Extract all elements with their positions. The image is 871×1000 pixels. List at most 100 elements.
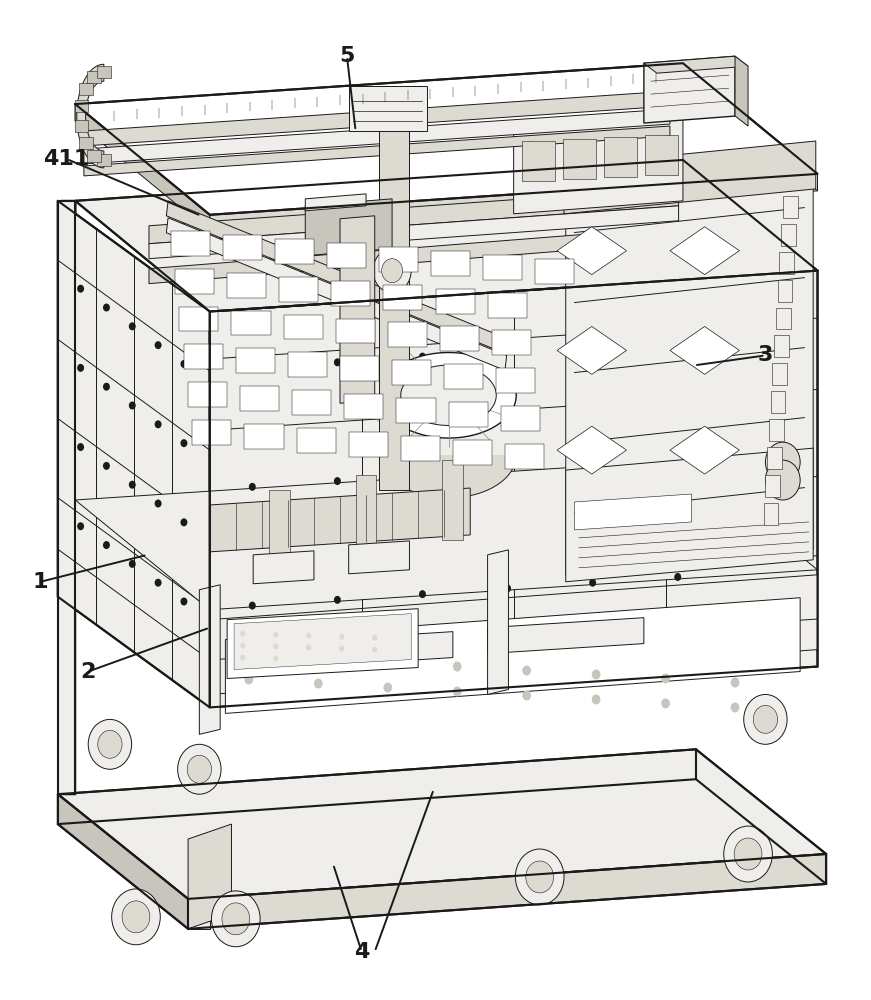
Circle shape <box>78 285 84 293</box>
Polygon shape <box>431 251 470 276</box>
Circle shape <box>78 443 84 451</box>
Circle shape <box>240 655 246 661</box>
Circle shape <box>381 259 402 283</box>
Circle shape <box>129 322 136 330</box>
Polygon shape <box>488 293 527 318</box>
Polygon shape <box>781 224 796 246</box>
Polygon shape <box>166 218 507 370</box>
Polygon shape <box>370 104 418 119</box>
Polygon shape <box>383 285 422 310</box>
Polygon shape <box>223 235 262 260</box>
Circle shape <box>249 364 256 372</box>
Polygon shape <box>773 363 787 385</box>
Polygon shape <box>79 137 93 149</box>
Circle shape <box>661 674 670 683</box>
Polygon shape <box>297 428 335 453</box>
Polygon shape <box>57 749 827 899</box>
Polygon shape <box>149 234 591 284</box>
Polygon shape <box>284 315 322 339</box>
Polygon shape <box>449 402 488 427</box>
Circle shape <box>111 889 160 945</box>
Polygon shape <box>442 460 463 540</box>
Polygon shape <box>188 382 227 407</box>
Circle shape <box>180 439 187 447</box>
Circle shape <box>314 654 322 664</box>
Polygon shape <box>84 91 670 146</box>
Polygon shape <box>505 444 544 469</box>
Circle shape <box>103 383 110 391</box>
Polygon shape <box>769 419 784 441</box>
Polygon shape <box>780 252 794 274</box>
Polygon shape <box>492 330 531 355</box>
Polygon shape <box>557 227 626 275</box>
Polygon shape <box>175 269 214 294</box>
Polygon shape <box>453 440 492 465</box>
Polygon shape <box>348 541 409 574</box>
Circle shape <box>245 675 253 684</box>
Polygon shape <box>388 322 427 347</box>
Circle shape <box>526 861 554 893</box>
Circle shape <box>339 634 344 640</box>
Circle shape <box>314 679 322 688</box>
Polygon shape <box>574 494 692 530</box>
Circle shape <box>103 541 110 549</box>
Polygon shape <box>226 598 800 713</box>
Circle shape <box>249 483 256 491</box>
Circle shape <box>589 579 596 587</box>
Polygon shape <box>381 412 517 498</box>
Circle shape <box>240 631 246 637</box>
Polygon shape <box>57 201 75 794</box>
Polygon shape <box>75 63 683 121</box>
Polygon shape <box>75 460 818 610</box>
Polygon shape <box>87 150 101 162</box>
Circle shape <box>661 698 670 708</box>
Circle shape <box>155 500 162 507</box>
Circle shape <box>103 462 110 470</box>
Polygon shape <box>683 63 818 191</box>
Text: 5: 5 <box>339 46 354 66</box>
Polygon shape <box>75 63 818 215</box>
Polygon shape <box>771 391 786 413</box>
Polygon shape <box>440 326 479 351</box>
Polygon shape <box>188 854 827 929</box>
Text: 411: 411 <box>44 149 90 169</box>
Polygon shape <box>227 273 267 298</box>
Circle shape <box>383 682 392 692</box>
Polygon shape <box>670 426 739 474</box>
Polygon shape <box>293 390 331 415</box>
Polygon shape <box>396 398 436 423</box>
Text: 1: 1 <box>33 572 48 592</box>
Polygon shape <box>62 201 75 620</box>
Circle shape <box>339 646 344 652</box>
Polygon shape <box>280 632 453 669</box>
Polygon shape <box>275 239 314 264</box>
Circle shape <box>222 903 250 935</box>
Polygon shape <box>496 368 536 393</box>
Polygon shape <box>644 56 748 73</box>
Polygon shape <box>331 281 370 306</box>
Circle shape <box>674 335 681 343</box>
Circle shape <box>249 602 256 610</box>
Polygon shape <box>188 839 210 929</box>
Polygon shape <box>670 227 739 275</box>
Polygon shape <box>764 503 779 525</box>
Polygon shape <box>564 139 596 179</box>
Polygon shape <box>344 394 383 419</box>
Polygon shape <box>75 160 818 312</box>
Polygon shape <box>269 490 290 570</box>
Polygon shape <box>57 201 210 707</box>
Circle shape <box>180 598 187 605</box>
Polygon shape <box>97 66 111 78</box>
Circle shape <box>373 249 411 293</box>
Polygon shape <box>392 360 431 385</box>
Polygon shape <box>184 344 223 369</box>
Circle shape <box>453 686 462 696</box>
Polygon shape <box>340 356 379 381</box>
Circle shape <box>766 442 800 482</box>
Polygon shape <box>199 585 220 734</box>
Circle shape <box>734 838 762 870</box>
Polygon shape <box>97 154 111 166</box>
Circle shape <box>129 481 136 489</box>
Circle shape <box>78 522 84 530</box>
Polygon shape <box>179 307 219 331</box>
